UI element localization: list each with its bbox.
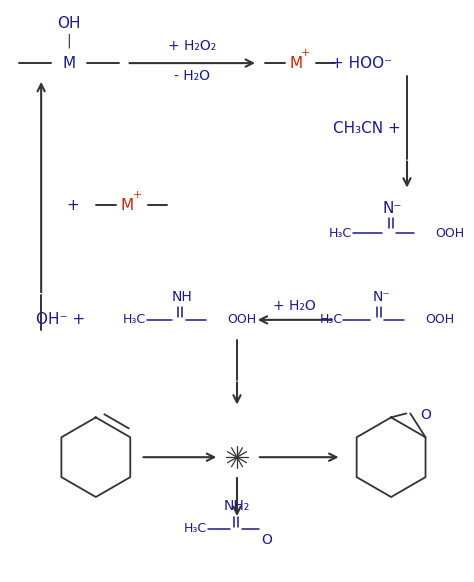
Text: M: M (63, 56, 75, 70)
Text: H₃C: H₃C (184, 523, 207, 535)
Text: + H₂O: + H₂O (273, 299, 316, 313)
Text: +: + (133, 190, 142, 200)
Text: +: + (301, 48, 310, 58)
Text: H₃C: H₃C (122, 313, 146, 327)
Text: M: M (289, 56, 302, 70)
Text: H₃C: H₃C (329, 227, 352, 240)
Text: OOH: OOH (435, 227, 464, 240)
Text: NH₂: NH₂ (224, 499, 250, 513)
Text: M: M (120, 198, 133, 213)
Text: H₃C: H₃C (319, 313, 342, 327)
Text: + HOO⁻: + HOO⁻ (331, 56, 392, 70)
Text: - H₂O: - H₂O (174, 69, 210, 83)
Text: N⁻: N⁻ (383, 201, 402, 216)
Text: O: O (420, 409, 431, 423)
Text: OH: OH (57, 16, 81, 31)
Text: NH: NH (172, 290, 193, 304)
Text: |: | (67, 34, 71, 48)
Text: O: O (261, 533, 272, 547)
Text: OOH: OOH (425, 313, 454, 327)
Text: + H₂O₂: + H₂O₂ (168, 39, 217, 53)
Text: N⁻: N⁻ (372, 290, 390, 304)
Text: CH₃CN +: CH₃CN + (333, 121, 401, 136)
Text: +: + (66, 198, 79, 213)
Text: OH⁻ +: OH⁻ + (36, 313, 85, 327)
Text: OOH: OOH (227, 313, 256, 327)
